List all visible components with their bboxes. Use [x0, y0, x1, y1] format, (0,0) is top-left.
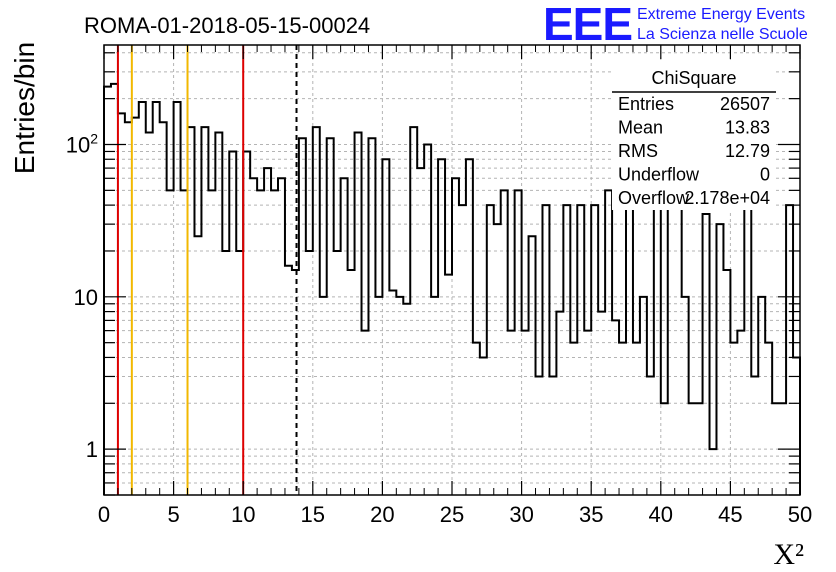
x-tick-label: 0 — [98, 502, 110, 527]
stats-value: 2.178e+04 — [684, 188, 770, 208]
x-tick-label: 40 — [649, 502, 673, 527]
stats-rows: Entries 26507 Mean 13.83 RMS 12.79 Underflow 0 O… — [618, 94, 770, 208]
brand-line-2: La Scienza nelle Scuole — [637, 26, 808, 43]
eee-logo: EEE Extreme Energy Events La Scienza nel… — [543, 0, 808, 50]
x-axis-label: X² — [773, 538, 804, 571]
x-tick-label: 5 — [167, 502, 179, 527]
stats-label: Entries — [618, 94, 674, 114]
y-tick-label: 10 — [74, 285, 98, 310]
eee-logo-text: EEE — [543, 0, 632, 50]
stats-value: 13.83 — [725, 118, 770, 138]
stats-label: Mean — [618, 118, 663, 138]
stats-value: 26507 — [720, 94, 770, 114]
stats-label: RMS — [618, 141, 658, 161]
y-tick-label: 1 — [86, 437, 98, 462]
x-tick-label: 15 — [301, 502, 325, 527]
x-tick-label: 25 — [440, 502, 464, 527]
x-tick-label: 50 — [788, 502, 812, 527]
stats-value: 0 — [760, 165, 770, 185]
x-tick-label: 35 — [579, 502, 603, 527]
stats-label: Overflow — [618, 188, 690, 208]
axis-ticks: 0 5 10 15 20 25 30 35 40 45 50 1 10 102 — [66, 45, 812, 527]
stats-box-bg — [612, 63, 776, 210]
x-tick-label: 45 — [718, 502, 742, 527]
stats-label: Underflow — [618, 165, 700, 185]
brand-line-1: Extreme Energy Events — [637, 6, 805, 23]
reference-lines — [116, 45, 298, 495]
stats-value: 12.79 — [725, 141, 770, 161]
stats-box: ChiSquare Entries 26507 Mean 13.83 RMS 12.79 U… — [612, 63, 776, 210]
chart-title: ROMA-01-2018-05-15-00024 — [84, 13, 370, 38]
x-tick-label: 10 — [231, 502, 255, 527]
y-axis-label: Entries/bin — [9, 42, 40, 174]
y-tick-label: 102 — [66, 130, 98, 157]
x-tick-label: 30 — [509, 502, 533, 527]
x-tick-label: 20 — [370, 502, 394, 527]
grid-lines — [104, 45, 800, 496]
stats-title: ChiSquare — [651, 68, 736, 88]
